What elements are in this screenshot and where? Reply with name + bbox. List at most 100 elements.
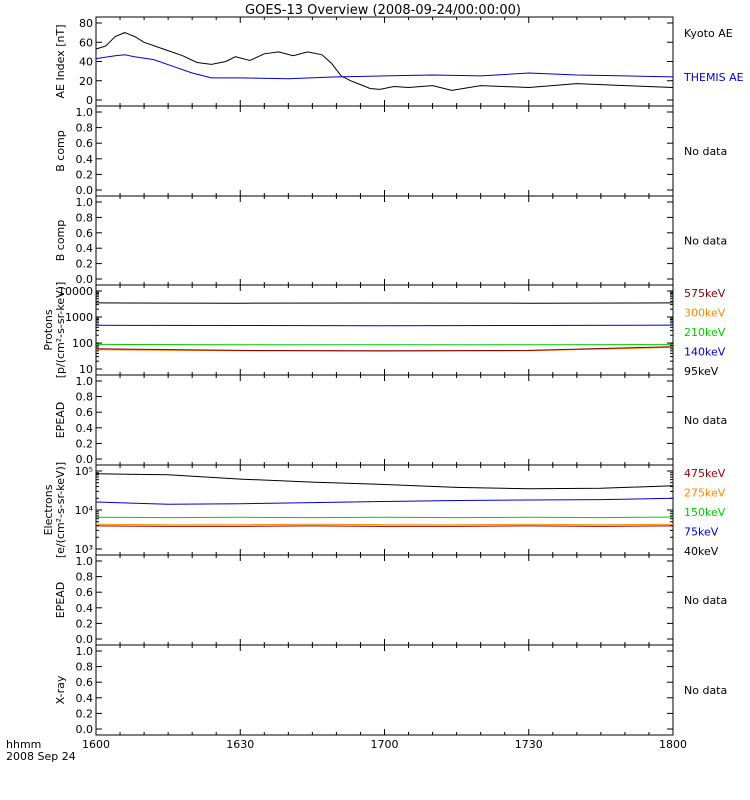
y-tick-label: 0.2 — [76, 617, 94, 630]
legend-entry: 40keV — [684, 545, 719, 558]
x-tick-label: 1600 — [82, 738, 110, 751]
series-line-kyoto-ae — [95, 32, 674, 91]
y-tick-label: 0.0 — [76, 273, 94, 286]
y-axis-label: B comp — [54, 220, 67, 262]
panel-epead2: 0.0 0.2 0.4 0.6 0.8 1.0 EPEAD No data — [54, 554, 727, 646]
y-tick-label: 0.4 — [76, 422, 94, 435]
series-line-themis-ae — [95, 54, 674, 80]
panel-frame — [95, 374, 674, 466]
y-tick-label: 0.2 — [76, 168, 94, 181]
y-tick-label: 1.0 — [76, 196, 94, 209]
y-tick-label: 80 — [79, 17, 93, 30]
x-tick-label: 1630 — [226, 738, 254, 751]
series-line-75kev — [95, 497, 674, 505]
legend-entry: 140keV — [684, 346, 726, 359]
y-tick-label: 0.0 — [76, 633, 94, 646]
no-data-label: No data — [684, 684, 727, 697]
series-line-140kev — [95, 324, 674, 327]
y-tick-label: 0.6 — [76, 406, 94, 419]
legend-entry: 150keV — [684, 506, 726, 519]
legend-entry: THEMIS AE — [683, 71, 744, 84]
y-tick-label: 0.0 — [76, 184, 94, 197]
panel-epead1: 0.0 0.2 0.4 0.6 0.8 1.0 EPEAD No data — [54, 374, 727, 466]
y-tick-label: 0.4 — [76, 602, 94, 615]
legend-entry: Kyoto AE — [684, 27, 733, 40]
legend-entry: 575keV — [684, 287, 726, 300]
y-tick-label: 1.0 — [76, 375, 94, 388]
y-tick-label: 20 — [79, 75, 93, 88]
y-axis-label: EPEAD — [54, 582, 67, 619]
y-tick-label: 60 — [79, 36, 93, 49]
y-tick-label: 1.0 — [76, 106, 94, 119]
y-axis-label: Protons — [42, 309, 55, 350]
panel-frame — [95, 554, 674, 646]
series-line-40kev — [95, 473, 674, 490]
footer-hhmm: hhmm — [6, 738, 41, 751]
panel-electrons: 10³ 10⁴ 10⁵ Electrons [e/(cm²-s-sr-keV)] 475k… — [42, 462, 726, 558]
panel-bcomp1: 0.0 0.2 0.4 0.6 0.8 1.0 B comp No data — [54, 105, 727, 197]
panel-ae: 0 20 40 60 80 AE Index [nT] Kyoto AE THEMIS AE — [54, 16, 744, 107]
y-tick-label: 0.4 — [76, 242, 94, 255]
y-tick-label: 0.8 — [76, 122, 94, 135]
y-tick-label: 0.2 — [76, 707, 94, 720]
y-axis-label: Electrons — [42, 484, 55, 535]
panel-frame — [95, 105, 674, 197]
y-tick-label: 0.6 — [76, 586, 94, 599]
panel-bcomp2: 0.0 0.2 0.4 0.6 0.8 1.0 B comp No data — [54, 195, 727, 286]
series-line-150kev — [95, 516, 674, 519]
chart-title: GOES-13 Overview (2008-09-24/00:00:00) — [245, 3, 521, 18]
y-tick-label: 0.2 — [76, 437, 94, 450]
y-axis-label: AE Index [nT] — [54, 24, 67, 98]
legend-entry: 475keV — [684, 467, 726, 480]
y-tick-label: 10⁴ — [75, 504, 94, 517]
y-axis-units: [p/(cm²-s-sr-keV)] — [54, 282, 67, 379]
y-tick-label: 0 — [86, 94, 93, 107]
y-tick-label: 1.0 — [76, 645, 94, 658]
y-axis-label: B comp — [54, 130, 67, 172]
y-axis-label: X-ray — [54, 675, 67, 704]
y-tick-label: 0.8 — [76, 211, 94, 224]
y-tick-label: 0.0 — [76, 723, 94, 736]
series-line-475kev — [95, 525, 674, 527]
y-tick-label: 10000 — [58, 285, 93, 298]
y-tick-label: 0.4 — [76, 153, 94, 166]
y-axis-label: EPEAD — [54, 402, 67, 439]
y-tick-label: 1000 — [65, 311, 93, 324]
legend-entry: 95keV — [684, 365, 719, 378]
no-data-label: No data — [684, 145, 727, 158]
y-tick-label: 0.6 — [76, 137, 94, 150]
y-tick-label: 40 — [79, 56, 93, 69]
legend-entry: 300keV — [684, 307, 726, 320]
panel-frame — [95, 464, 674, 556]
y-tick-label: 10 — [79, 363, 93, 376]
no-data-label: No data — [684, 594, 727, 607]
y-tick-label: 0.2 — [76, 258, 94, 271]
y-tick-label: 0.6 — [76, 227, 94, 240]
no-data-label: No data — [684, 235, 727, 248]
panel-frame — [95, 284, 674, 376]
y-axis-units: [e/(cm²-s-sr-keV)] — [54, 462, 67, 558]
y-tick-label: 0.6 — [76, 676, 94, 689]
legend-entry: 210keV — [684, 326, 726, 339]
legend-entry: 275keV — [684, 487, 726, 500]
y-tick-label: 10³ — [75, 543, 93, 556]
y-tick-label: 0.0 — [76, 453, 94, 466]
panel-frame — [95, 195, 674, 286]
panel-xray: 0.0 0.2 0.4 0.6 0.8 1.0 X-ray No data — [54, 644, 727, 736]
x-tick-label: 1730 — [515, 738, 543, 751]
y-tick-label: 100 — [72, 337, 93, 350]
footer-date: 2008 Sep 24 — [6, 750, 76, 763]
series-line-575kev — [95, 346, 674, 352]
y-tick-label: 0.8 — [76, 391, 94, 404]
legend-entry: 75keV — [684, 526, 719, 539]
y-tick-label: 0.8 — [76, 571, 94, 584]
no-data-label: No data — [684, 414, 727, 427]
y-tick-label: 10⁵ — [75, 465, 93, 478]
x-tick-label: 1700 — [371, 738, 399, 751]
y-tick-label: 1.0 — [76, 555, 94, 568]
y-tick-label: 0.4 — [76, 692, 94, 705]
panel-frame — [95, 644, 674, 736]
